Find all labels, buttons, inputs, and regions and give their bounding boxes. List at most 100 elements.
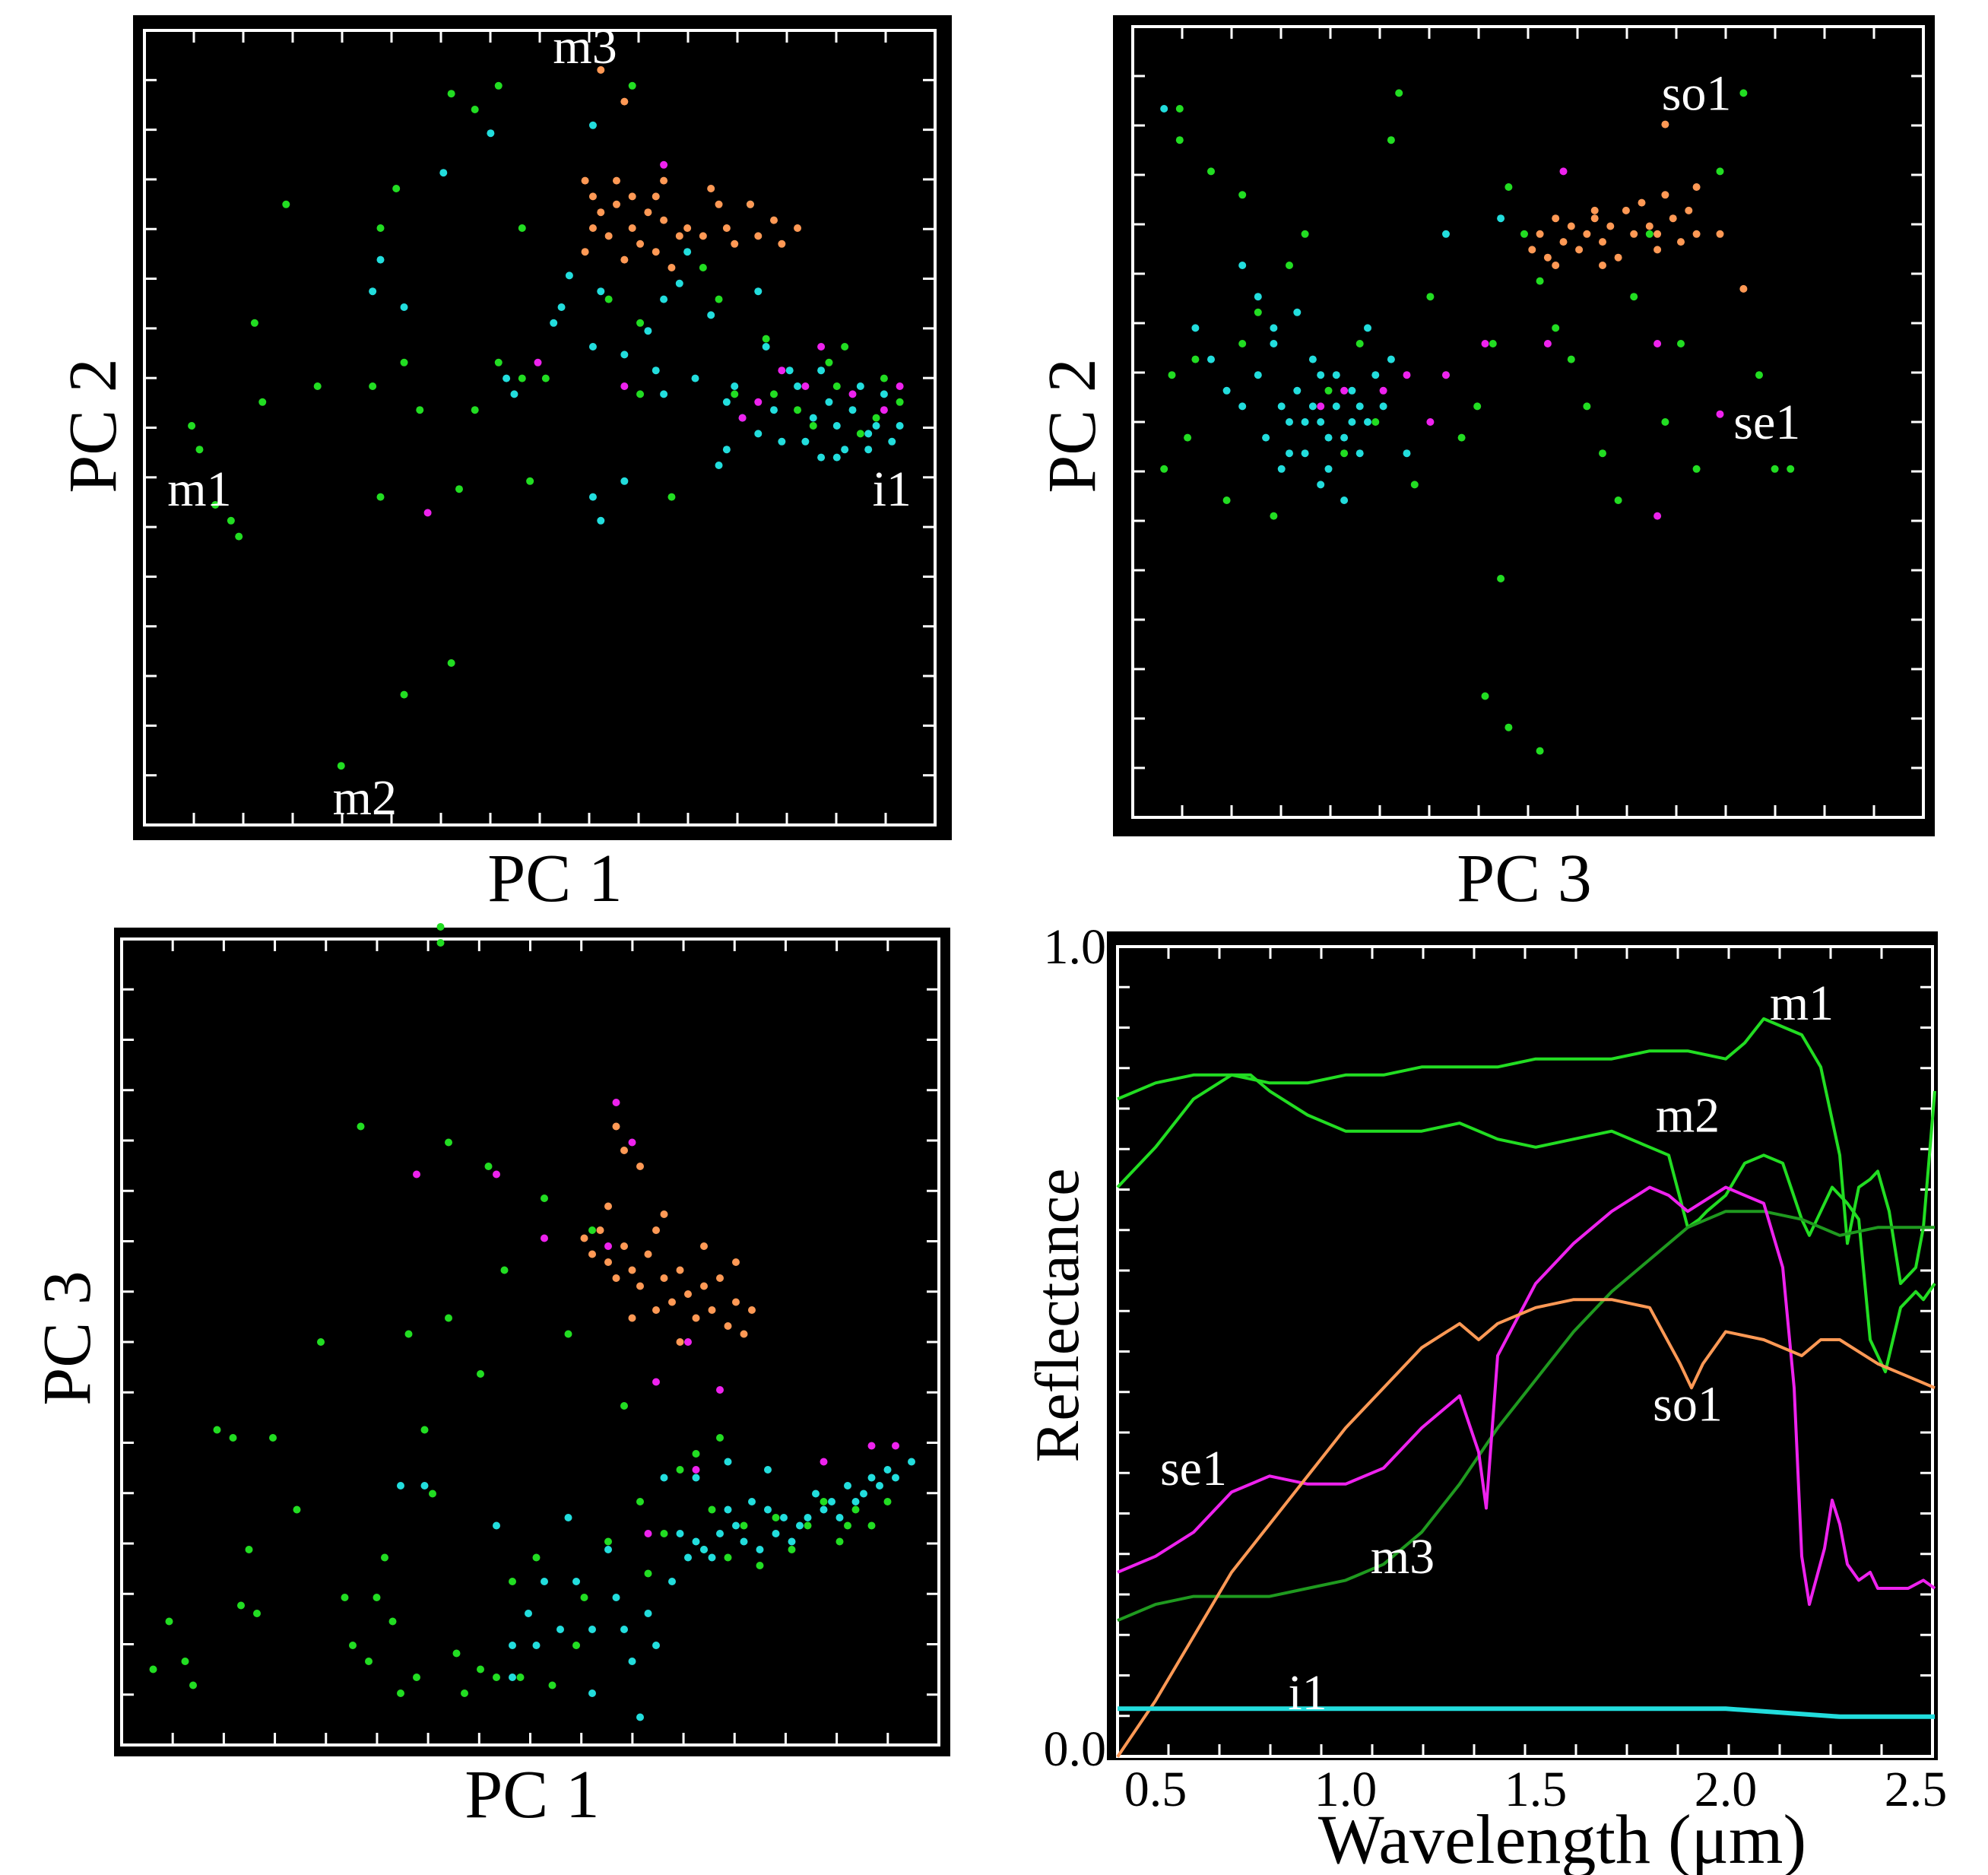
scatter-point-cyan xyxy=(880,390,888,398)
scatter-point-orange xyxy=(1653,246,1662,254)
scatter-point-orange xyxy=(715,200,723,208)
scatter-point-cyan xyxy=(844,1482,851,1490)
point-label: so1 xyxy=(1662,65,1732,121)
scatter-point-orange xyxy=(613,176,620,185)
scatter-point-cyan xyxy=(439,169,448,177)
scatter-point-cyan xyxy=(892,1474,899,1482)
scatter-point-magenta xyxy=(1543,340,1552,347)
scatter-point-cyan xyxy=(762,343,770,351)
scatter-point-cyan xyxy=(400,303,408,311)
scatter-point-green xyxy=(211,501,220,509)
scatter-point-green xyxy=(1222,497,1231,504)
scatter-point-orange xyxy=(660,176,668,185)
scatter-point-cyan xyxy=(832,422,841,430)
scatter-point-cyan xyxy=(692,1537,700,1546)
scatter-point-green xyxy=(564,1330,572,1338)
scatter-point-green xyxy=(1614,497,1622,504)
scatter-point-green xyxy=(369,382,377,390)
scatter-point-magenta xyxy=(660,160,668,169)
scatter-point-orange xyxy=(588,192,597,201)
scatter-point-green xyxy=(572,1642,580,1649)
scatter-point-cyan xyxy=(652,1642,660,1649)
scatter-point-cyan xyxy=(1207,355,1215,363)
scatter-point-cyan xyxy=(715,462,723,469)
scatter-point-green xyxy=(1340,449,1349,458)
scatter-point-cyan xyxy=(628,1658,636,1665)
scatter-point-cyan xyxy=(1317,371,1325,379)
scatter-point-orange xyxy=(1622,206,1630,214)
scatter-point-cyan xyxy=(604,1546,612,1553)
scatter-point-orange xyxy=(660,1274,668,1282)
scatter-point-green xyxy=(1175,105,1184,113)
x-tick-label: 0.5 xyxy=(1124,1762,1187,1817)
scatter-point-cyan xyxy=(1301,418,1309,426)
scatter-point-orange xyxy=(732,1298,740,1306)
scatter-point-green xyxy=(1771,465,1779,473)
x-axis-title: Wavelength (μm) xyxy=(1318,1800,1806,1875)
scatter-point-cyan xyxy=(828,1498,835,1505)
scatter-point-magenta xyxy=(413,1170,420,1179)
scatter-point-green xyxy=(715,295,723,303)
y-axis-title: PC 3 xyxy=(30,1271,105,1406)
scatter-point-orange xyxy=(660,216,668,224)
scatter-point-green xyxy=(1583,402,1591,411)
scatter-point-green xyxy=(1286,262,1293,269)
scatter-point-cyan xyxy=(1355,402,1364,411)
scatter-point-cyan xyxy=(1340,497,1349,504)
scatter-point-orange xyxy=(1677,238,1685,246)
scatter-point-cyan xyxy=(872,422,880,430)
scatter-point-cyan xyxy=(1317,418,1325,426)
scatter-point-green xyxy=(509,1578,516,1585)
scatter-point-green xyxy=(526,477,534,485)
scatter-point-green xyxy=(794,406,802,414)
scatter-point-magenta xyxy=(817,343,826,351)
scatter-point-green xyxy=(313,382,322,390)
spectrum-label-so1: so1 xyxy=(1653,1376,1723,1432)
scatter-point-cyan xyxy=(794,382,802,390)
scatter-point-cyan xyxy=(1364,324,1371,332)
scatter-point-orange xyxy=(754,232,763,240)
scatter-point-green xyxy=(461,1689,468,1697)
scatter-point-green xyxy=(1395,89,1403,97)
scatter-point-cyan xyxy=(1442,230,1450,238)
scatter-point-green xyxy=(604,295,613,303)
scatter-point-green xyxy=(365,1658,373,1665)
scatter-point-green xyxy=(392,185,401,192)
scatter-point-orange xyxy=(676,1338,684,1346)
scatter-point-cyan xyxy=(1308,355,1317,363)
scatter-point-green xyxy=(253,1610,261,1617)
scatter-point-magenta xyxy=(493,1170,500,1179)
scatter-point-orange xyxy=(604,232,613,240)
scatter-point-orange xyxy=(676,1266,684,1274)
scatter-point-cyan xyxy=(716,1530,724,1537)
scatter-point-orange xyxy=(778,240,786,248)
scatter-point-orange xyxy=(1638,198,1646,207)
scatter-point-orange xyxy=(740,1330,748,1338)
scatter-point-cyan xyxy=(722,446,731,454)
scatter-point-orange xyxy=(628,1314,636,1322)
scatter-point-green xyxy=(1207,167,1215,176)
scatter-point-cyan xyxy=(788,1537,796,1546)
scatter-point-green xyxy=(820,1498,828,1505)
scatter-point-orange xyxy=(588,224,597,232)
spectrum-label-i1: i1 xyxy=(1288,1665,1327,1721)
scatter-point-green xyxy=(1536,747,1544,755)
scatter-point-green xyxy=(1489,340,1497,347)
scatter-point-cyan xyxy=(1160,105,1168,113)
scatter-point-magenta xyxy=(738,414,747,422)
scatter-point-green xyxy=(1645,230,1653,238)
scatter-point-magenta xyxy=(848,390,857,398)
scatter-point-cyan xyxy=(835,1514,844,1521)
scatter-point-cyan xyxy=(756,1546,764,1553)
scatter-point-cyan xyxy=(565,271,573,280)
scatter-point-magenta xyxy=(1379,386,1387,395)
scatter-point-green xyxy=(1787,465,1795,473)
scatter-point-cyan xyxy=(841,446,849,454)
scatter-point-orange xyxy=(684,1290,692,1298)
scatter-point-green xyxy=(832,382,841,390)
scatter-point-orange xyxy=(692,1314,700,1322)
scatter-point-orange xyxy=(683,224,692,232)
scatter-point-orange xyxy=(1552,262,1560,269)
point-label: m3 xyxy=(553,19,617,75)
scatter-point-orange xyxy=(1543,253,1552,262)
